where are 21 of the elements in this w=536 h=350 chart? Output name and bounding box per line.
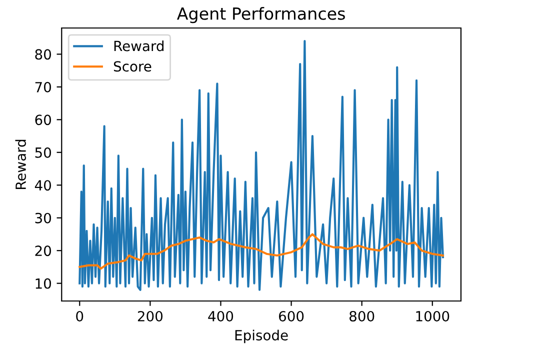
y-tick-label: 50 bbox=[35, 147, 51, 158]
y-tick-label: 70 bbox=[35, 82, 51, 92]
x-tick-label: 200 bbox=[138, 310, 163, 322]
legend-label: Score bbox=[114, 61, 152, 72]
y-tick-label: 80 bbox=[35, 49, 51, 60]
y-tick-label: 60 bbox=[35, 114, 51, 126]
y-tick-label: 20 bbox=[35, 246, 51, 256]
x-tick-label: 800 bbox=[350, 310, 374, 322]
line-series bbox=[78, 233, 444, 270]
x-axis-title: Episode bbox=[235, 330, 288, 344]
x-tick-label: 0 bbox=[76, 310, 84, 322]
x-tick-label: 400 bbox=[208, 310, 234, 322]
y-tick-label: 10 bbox=[36, 278, 51, 289]
x-tick-label: 600 bbox=[279, 310, 304, 322]
line-series bbox=[78, 40, 444, 291]
chart-title: Agent Performances bbox=[176, 7, 345, 24]
legend-label: Reward bbox=[114, 40, 164, 52]
x-tick-label: 1000 bbox=[416, 310, 450, 322]
y-tick-label: 40 bbox=[34, 180, 51, 191]
y-axis-title: Reward bbox=[15, 140, 26, 189]
y-tick-label: 30 bbox=[35, 212, 51, 224]
